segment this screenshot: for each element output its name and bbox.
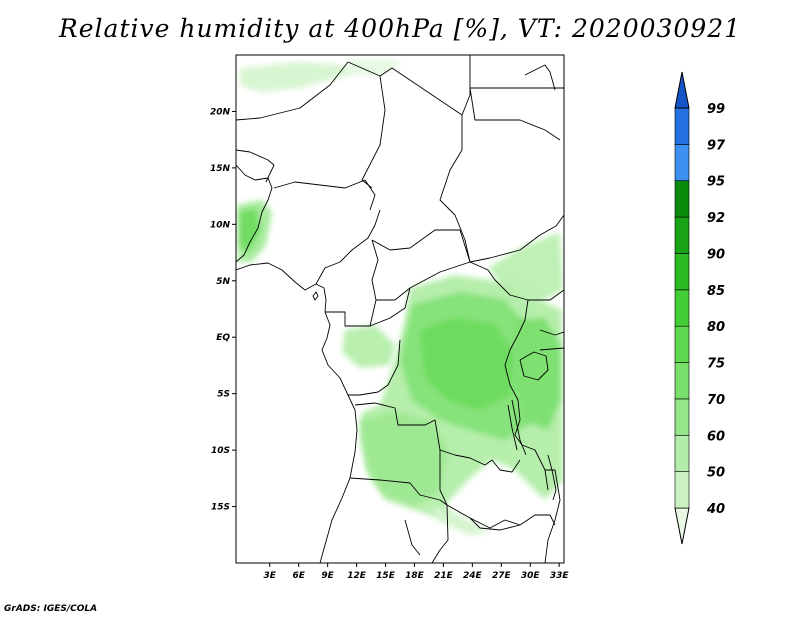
colorbar-segment [674,434,690,472]
colorbar-segment [674,180,690,218]
lon-tick-label: 27E [492,571,512,581]
colorbar-segment [674,253,690,291]
border-mali-niger [236,61,349,121]
humidity-region-angola [360,412,448,505]
colorbar-level-label: 92 [707,211,725,226]
colorbar-level-label: 40 [706,502,725,517]
lat-tick-label: EQ [216,333,230,343]
lon-tick-label: 21E [434,571,454,581]
colorbar-level-label: 80 [707,320,725,335]
colorbar-segment [674,398,690,436]
border-niger-chad [347,61,471,263]
map-title: Relative humidity at 400hPa [%], VT: 202… [58,14,742,43]
latitude-axis: 20N 15N 10N 5N EQ 5S 10S 15S [210,107,236,513]
border-niger-chad-2 [361,75,386,189]
lon-tick-label: 15E [376,571,396,581]
lon-tick-label: 30E [521,571,541,581]
colorbar: 40 50 60 70 75 80 85 90 92 95 97 99 [674,71,726,545]
colorbar-segment [674,144,690,182]
lat-tick-label: 5N [216,277,230,287]
colorbar-level-label: 50 [707,466,725,481]
lat-tick-label: 20N [210,107,231,117]
border-sudan-east [469,87,561,141]
colorbar-lower-extension [674,507,690,545]
lat-tick-label: 10N [210,220,231,230]
country-boundaries [236,55,564,563]
border-namibia-botswana [404,504,449,563]
lat-tick-label: 5S [217,390,230,400]
coastline-west [236,164,273,263]
colorbar-segment [674,471,690,509]
border-angola-drc [354,402,521,473]
humidity-field [237,60,563,535]
border-chad-car [371,229,471,263]
colorbar-level-label: 95 [707,175,725,190]
lon-tick-label: 33E [550,571,570,581]
border-zambia-zimbabwe [469,514,556,531]
border-red-sea-coast [524,64,556,91]
humidity-region-congo-core [420,318,515,410]
map-frame [235,54,565,564]
colorbar-level-label: 97 [707,138,726,153]
coastline-guinea-gulf [236,262,358,563]
humidity-region-north [240,62,360,92]
lat-tick-label: 15S [211,503,230,513]
lon-tick-label: 9E [321,571,334,581]
longitude-axis: 3E 6E 9E 12E 15E 18E 21E 24E 27E 30E 33E [264,563,570,581]
lon-tick-label: 3E [264,571,277,581]
humidity-region-west-core [240,208,260,250]
humidity-region-east-lakes [515,318,560,430]
lon-tick-label: 12E [347,571,367,581]
colorbar-upper-extension [674,71,690,109]
border-uganda-kenya [539,329,564,351]
lon-tick-label: 18E [405,571,425,581]
lon-tick-label: 24E [463,571,483,581]
border-sudan-southsudan [469,214,564,263]
colorbar-segment [674,289,690,327]
lat-tick-label: 10S [211,446,230,456]
border-niger-nigeria [273,179,376,211]
border-angola-south [349,477,448,506]
border-cameroon-gabon [325,299,377,327]
footer-credit: GrADS: IGES/COLA [4,604,98,614]
lat-tick-label: 15N [210,164,231,174]
border-congo-drc [348,287,411,396]
border-car-south [371,239,496,301]
lon-tick-label: 6E [292,571,305,581]
lake-victoria [519,351,549,381]
humidity-region-tail-south [430,505,490,535]
colorbar-level-label: 60 [707,429,725,444]
border-malawi-moz [544,469,561,563]
island-bioko [312,291,319,301]
lake-tanganyika [507,399,527,456]
colorbar-level-label: 75 [707,357,725,372]
colorbar-level-label: 70 [707,393,725,408]
colorbar-level-label: 90 [707,247,725,262]
humidity-region-gabon [342,325,395,368]
border-mali-burkina [236,149,275,183]
colorbar-segment [674,107,690,145]
border-drc-east [504,299,549,491]
colorbar-segment [674,362,690,400]
border-libya-egypt [461,55,471,116]
colorbar-level-label: 99 [707,102,725,117]
colorbar-segment [674,325,690,363]
lake-malawi [547,454,557,501]
border-nigeria-cameroon [315,209,381,285]
colorbar-level-label: 85 [707,284,725,299]
colorbar-segment [674,216,690,254]
